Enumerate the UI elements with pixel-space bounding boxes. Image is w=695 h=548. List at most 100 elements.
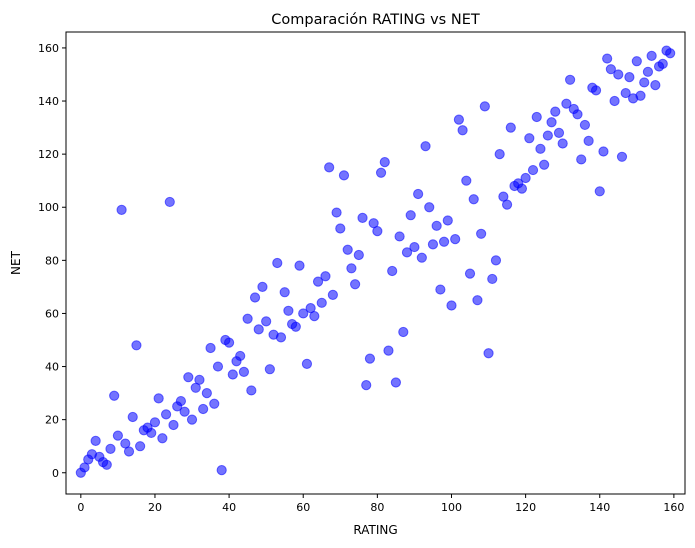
- data-point: [646, 50, 657, 62]
- data-point: [298, 308, 309, 319]
- data-point: [527, 164, 539, 176]
- data-point: [242, 313, 253, 324]
- data-point: [613, 69, 624, 80]
- data-point: [387, 265, 398, 277]
- data-point: [294, 260, 305, 271]
- data-point: [620, 87, 631, 99]
- y-axis-ticks: 0 20 40 60 80 100 120 140 160: [38, 42, 66, 480]
- x-tick-label: 0: [77, 501, 84, 514]
- data-point: [331, 207, 342, 218]
- data-point: [424, 202, 435, 213]
- data-point: [238, 366, 250, 377]
- data-point: [520, 172, 531, 184]
- data-point: [490, 255, 502, 266]
- data-point: [261, 316, 272, 327]
- data-point: [494, 149, 505, 160]
- x-tick-label: 80: [370, 501, 384, 514]
- data-point: [275, 332, 287, 343]
- y-tick-label: 160: [38, 42, 59, 55]
- x-tick-label: 120: [515, 501, 536, 514]
- y-axis-label: NET: [9, 250, 23, 275]
- data-point: [642, 66, 654, 77]
- y-tick-label: 20: [45, 414, 59, 427]
- data-point: [146, 427, 157, 439]
- data-point: [561, 98, 572, 109]
- data-point: [472, 295, 483, 306]
- data-point: [257, 281, 268, 292]
- data-point: [109, 390, 120, 401]
- data-point: [394, 231, 405, 242]
- data-point: [542, 130, 553, 141]
- data-point: [420, 141, 431, 152]
- data-point: [290, 321, 301, 332]
- data-point: [105, 443, 116, 454]
- data-point: [383, 345, 394, 356]
- data-point: [316, 297, 327, 308]
- data-point: [401, 247, 413, 258]
- data-point: [131, 340, 142, 351]
- data-point: [216, 465, 227, 476]
- data-point: [650, 80, 661, 91]
- data-point: [235, 350, 246, 362]
- data-point: [565, 74, 576, 85]
- data-point: [183, 372, 194, 383]
- data-point: [350, 279, 361, 290]
- data-point: [312, 276, 324, 287]
- data-point: [249, 292, 261, 303]
- data-point: [464, 268, 476, 279]
- x-tick-label: 40: [222, 501, 236, 514]
- x-tick-label: 140: [589, 501, 610, 514]
- data-point: [283, 305, 294, 316]
- data-point: [546, 117, 557, 128]
- data-point: [457, 125, 468, 136]
- data-point: [483, 348, 494, 359]
- data-point: [453, 114, 464, 125]
- data-point: [212, 361, 224, 372]
- y-tick-label: 40: [45, 361, 59, 374]
- data-point: [487, 273, 498, 285]
- data-point: [123, 446, 135, 457]
- data-point: [572, 109, 583, 120]
- data-point: [175, 395, 186, 407]
- data-point: [461, 175, 472, 186]
- data-point: [112, 430, 123, 441]
- data-point: [272, 257, 283, 269]
- data-point: [227, 369, 238, 380]
- data-point: [309, 311, 320, 322]
- data-point: [279, 287, 290, 298]
- x-axis-ticks: 0 20 40 60 80 100 120 140 160: [77, 494, 684, 514]
- data-point: [372, 226, 383, 237]
- data-point: [357, 212, 368, 223]
- data-point: [446, 300, 457, 311]
- data-point: [550, 106, 561, 117]
- data-point: [435, 284, 446, 295]
- data-point: [535, 143, 546, 154]
- y-tick-label: 0: [52, 467, 59, 480]
- x-tick-label: 160: [663, 501, 684, 514]
- chart-title: Comparación RATING vs NET: [271, 12, 480, 28]
- data-point: [553, 127, 565, 138]
- data-point: [501, 199, 513, 210]
- y-tick-label: 60: [45, 307, 59, 320]
- x-tick-label: 20: [148, 501, 162, 514]
- data-point: [342, 244, 353, 255]
- data-point: [605, 64, 616, 75]
- data-point: [127, 411, 138, 423]
- y-tick-label: 80: [45, 254, 59, 267]
- x-tick-label: 60: [296, 501, 310, 514]
- x-axis-label: RATING: [353, 523, 397, 537]
- data-point: [531, 111, 542, 123]
- x-tick-label: 100: [441, 501, 462, 514]
- data-point: [101, 459, 112, 470]
- data-point: [479, 101, 490, 112]
- data-point: [153, 393, 164, 404]
- data-point: [468, 194, 479, 205]
- data-point: [223, 337, 235, 348]
- data-point: [635, 90, 646, 101]
- data-point: [205, 342, 216, 354]
- data-point: [557, 138, 568, 149]
- data-point: [135, 441, 146, 452]
- data-point: [427, 239, 439, 250]
